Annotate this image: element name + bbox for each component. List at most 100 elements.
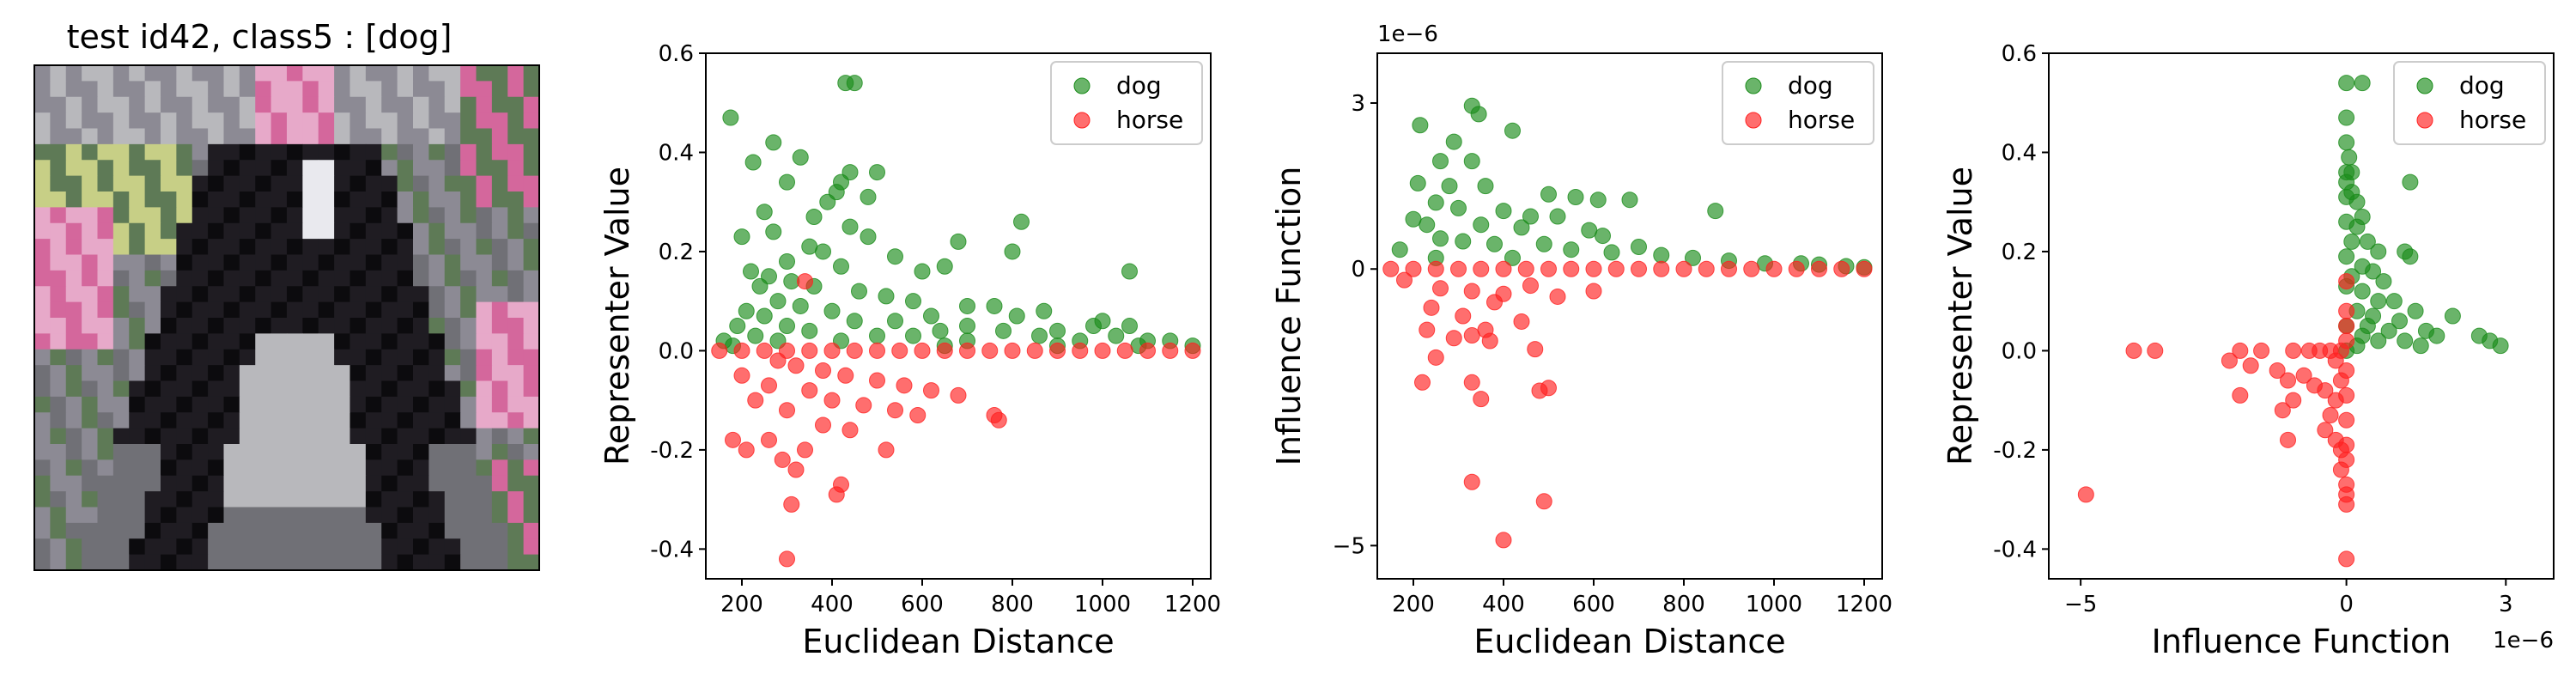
image-pixel: [334, 254, 350, 271]
image-pixel: [428, 428, 446, 445]
point-dog: [1535, 235, 1552, 252]
image-pixel: [255, 65, 272, 82]
image-pixel: [255, 128, 272, 145]
point-horse: [1432, 280, 1449, 297]
image-pixel: [428, 475, 446, 492]
image-pixel: [176, 444, 193, 460]
image-pixel: [302, 207, 319, 224]
y-tick-label: -0.4: [650, 537, 694, 562]
image-pixel: [161, 491, 177, 508]
image-pixel: [413, 222, 429, 240]
image-pixel: [50, 396, 67, 413]
image-pixel: [302, 65, 319, 82]
image-pixel: [129, 365, 146, 381]
scatter-points: [711, 75, 1201, 568]
image-pixel: [176, 301, 193, 319]
point-horse: [2338, 302, 2355, 319]
image-pixel: [460, 175, 477, 192]
legend: dog horse: [1722, 61, 1874, 145]
image-pixel: [239, 444, 256, 460]
point-dog: [878, 288, 895, 305]
image-pixel: [381, 365, 398, 381]
image-pixel: [491, 270, 508, 287]
image-pixel: [334, 239, 350, 255]
image-pixel: [460, 380, 477, 398]
image-pixel: [491, 333, 508, 350]
image-pixel: [112, 318, 130, 334]
image-pixel: [270, 286, 288, 303]
image-pixel: [223, 192, 240, 208]
image-pixel: [112, 475, 130, 492]
image-pixel: [191, 239, 209, 255]
image-pixel: [223, 444, 240, 460]
image-pixel: [34, 428, 51, 445]
image-pixel: [491, 96, 508, 113]
image-pixel: [302, 81, 319, 98]
image-pixel: [161, 254, 177, 271]
image-pixel: [50, 380, 67, 398]
image-pixel: [428, 333, 446, 350]
image-pixel: [176, 128, 193, 145]
image-pixel: [287, 270, 303, 287]
image-pixel: [349, 270, 367, 287]
image-pixel: [507, 128, 525, 145]
image-pixel: [239, 254, 256, 271]
point-dog: [869, 164, 885, 181]
image-pixel: [239, 207, 256, 224]
image-pixel: [476, 333, 493, 350]
image-pixel: [318, 380, 335, 398]
image-pixel: [349, 239, 367, 255]
point-dog: [756, 204, 773, 221]
image-pixel: [413, 254, 429, 271]
image-pixel: [460, 112, 477, 129]
point-horse: [801, 382, 818, 399]
point-dog: [860, 228, 877, 246]
image-pixel: [239, 286, 256, 303]
point-dog: [2359, 233, 2376, 250]
point-horse: [959, 342, 975, 359]
image-pixel: [50, 128, 67, 145]
image-pixel: [476, 459, 493, 477]
point-horse: [2232, 342, 2249, 359]
point-horse: [747, 392, 764, 409]
image-pixel: [507, 192, 525, 208]
image-pixel: [444, 491, 461, 508]
x-tick-label: 1000: [1746, 592, 1802, 617]
image-pixel: [144, 554, 161, 571]
y-tick-label: 0.6: [659, 41, 694, 67]
image-pixel: [270, 444, 288, 460]
image-pixel: [255, 444, 272, 460]
image-pixel: [34, 143, 51, 161]
image-pixel: [507, 112, 525, 129]
point-horse: [869, 372, 885, 389]
image-pixel: [491, 192, 508, 208]
point-horse: [1653, 260, 1670, 277]
image-pixel: [349, 207, 367, 224]
image-pixel: [381, 396, 398, 413]
image-pixel: [318, 143, 335, 161]
point-dog: [747, 327, 764, 344]
image-pixel: [476, 192, 493, 208]
image-pixel: [476, 475, 493, 492]
image-pixel: [287, 112, 303, 129]
point-dog: [2338, 248, 2355, 265]
image-pixel: [161, 333, 177, 350]
image-pixel: [428, 175, 446, 192]
image-pixel: [318, 96, 335, 113]
image-pixel: [270, 318, 288, 334]
image-pixel: [381, 380, 398, 398]
image-pixel: [302, 396, 319, 413]
point-horse: [1450, 260, 1467, 277]
image-pixel: [191, 475, 209, 492]
point-dog: [2407, 302, 2424, 319]
image-pixel: [476, 222, 493, 240]
image-pixel: [523, 522, 540, 539]
point-dog: [779, 318, 795, 335]
point-dog: [851, 283, 867, 300]
image-pixel: [129, 222, 146, 240]
image-pixel: [112, 192, 130, 208]
image-pixel: [208, 365, 224, 381]
point-dog: [792, 297, 809, 314]
point-dog: [1473, 216, 1490, 234]
